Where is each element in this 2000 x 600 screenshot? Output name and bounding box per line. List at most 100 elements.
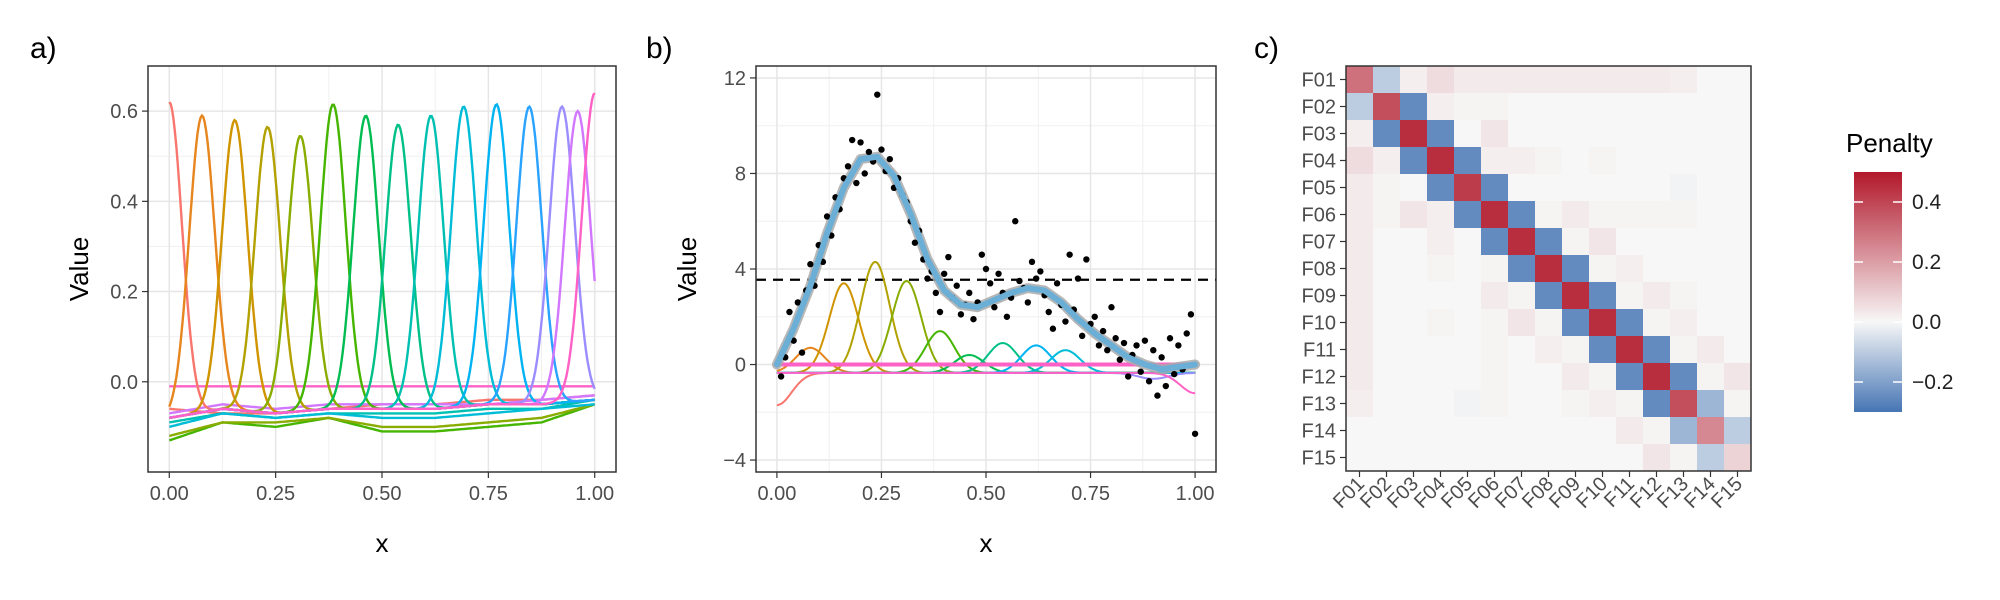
y-tick-label: 0.2 — [110, 282, 138, 304]
heatmap-cell-F09-F11 — [1616, 282, 1644, 310]
data-point-96 — [1175, 342, 1182, 349]
data-point-39 — [936, 308, 944, 316]
heatmap-cell-F10-F15 — [1724, 309, 1752, 337]
heatmap-cell-F11-F14 — [1697, 336, 1725, 364]
heatmap-cell-F01-F14 — [1697, 66, 1725, 94]
heatmap-cell-F08-F04 — [1427, 255, 1455, 283]
heatmap-cell-F03-F02 — [1373, 120, 1401, 148]
heatmap-cell-F01-F11 — [1616, 66, 1644, 94]
heatmap-cell-F06-F09 — [1562, 201, 1590, 229]
heatmap-cell-F01-F09 — [1562, 66, 1590, 94]
heatmap-cell-F06-F05 — [1454, 201, 1482, 229]
heatmap-cell-F09-F14 — [1697, 282, 1725, 310]
data-point-74 — [1083, 256, 1090, 263]
heatmap-cell-F11-F15 — [1724, 336, 1752, 364]
heatmap-cell-F04-F07 — [1508, 147, 1536, 175]
heatmap-cell-F09-F13 — [1670, 282, 1698, 310]
heatmap-cell-F08-F08 — [1535, 255, 1563, 283]
data-point-1 — [777, 373, 785, 380]
heatmap-cell-F07-F08 — [1535, 228, 1563, 256]
heatmap-cell-F05-F09 — [1562, 174, 1590, 202]
heatmap-cell-F13-F04 — [1427, 390, 1455, 418]
heatmap-cell-F12-F02 — [1373, 363, 1401, 391]
heatmap-cell-F02-F06 — [1481, 93, 1509, 121]
panel-c-label: c) — [1254, 32, 1279, 65]
heatmap-cell-F09-F10 — [1589, 282, 1617, 310]
y-axis-title: Value — [672, 237, 702, 302]
heatmap-cell-F01-F02 — [1373, 66, 1401, 94]
heatmap-cell-F03-F15 — [1724, 120, 1752, 148]
heatmap-cell-F08-F07 — [1508, 255, 1536, 283]
heatmap-cell-F04-F15 — [1724, 147, 1752, 175]
heatmap-cell-F13-F10 — [1589, 390, 1617, 418]
heatmap-cell-F06-F06 — [1481, 201, 1509, 229]
heatmap-cell-F03-F12 — [1643, 120, 1671, 148]
x-tick-label: 1.00 — [1176, 483, 1215, 505]
heatmap-cell-F06-F11 — [1616, 201, 1644, 229]
y-tick-label: 12 — [724, 68, 746, 90]
baseline-line-3 — [168, 403, 596, 442]
chart-c: F01 F02 F03 F04 F05 F06 F07 F08 F09 F10 F11 F12 F13 F… — [1302, 65, 1953, 513]
data-point-44 — [957, 311, 965, 318]
heatmap-cell-F06-F14 — [1697, 201, 1725, 229]
chart-a: 0.00 0.25 0.50 0.75 1.00 0.0 0.2 0.4 0.6 x Value — [64, 65, 617, 558]
y-tick-label: 0.0 — [110, 372, 138, 394]
heatmap-cell-F09-F01 — [1346, 282, 1374, 310]
data-point-87 — [1137, 368, 1144, 375]
heatmap-cell-F01-F03 — [1400, 66, 1428, 94]
heatmap-cell-F08-F02 — [1373, 255, 1401, 283]
basis-line-15 — [169, 92, 596, 420]
col-label: F15 — [1707, 473, 1747, 513]
heatmap-cell-F10-F04 — [1427, 309, 1455, 337]
heatmap-cell-F03-F14 — [1697, 120, 1725, 148]
heatmap-cell-F01-F15 — [1724, 66, 1752, 94]
heatmap-cell-F05-F04 — [1427, 174, 1455, 202]
heatmap-cell-F10-F06 — [1481, 309, 1509, 337]
heatmap-cell-F07-F04 — [1427, 228, 1455, 256]
data-point-40 — [940, 270, 948, 277]
heatmap-cell-F11-F08 — [1535, 336, 1563, 364]
heatmap-cell-F13-F12 — [1643, 390, 1671, 418]
row-label: F04 — [1302, 151, 1336, 173]
data-point-66 — [1049, 325, 1057, 332]
heatmap-cell-F14-F11 — [1616, 417, 1644, 445]
data-point-89 — [1145, 378, 1153, 385]
y-axis-title: Value — [64, 237, 94, 302]
heatmap-cell-F05-F13 — [1670, 174, 1698, 202]
x-axis-title: x — [980, 528, 993, 558]
heatmap-cell-F01-F01 — [1346, 66, 1374, 94]
heatmap-cell-F05-F05 — [1454, 174, 1482, 202]
heatmap-cell-F12-F03 — [1400, 363, 1428, 391]
heatmap-cell-F09-F08 — [1535, 282, 1563, 310]
heatmap-cell-F03-F09 — [1562, 120, 1590, 148]
heatmap-cell-F12-F01 — [1346, 363, 1374, 391]
heatmap-cell-F07-F02 — [1373, 228, 1401, 256]
heatmap-cell-F01-F12 — [1643, 66, 1671, 94]
heatmap-cell-F14-F01 — [1346, 417, 1374, 445]
heatmap-cell-F11-F07 — [1508, 336, 1536, 364]
heatmap-cell-F12-F06 — [1481, 363, 1509, 391]
heatmap-cell-F05-F15 — [1724, 174, 1752, 202]
heatmap-cell-F12-F11 — [1616, 363, 1644, 391]
heatmap-cell-F11-F13 — [1670, 336, 1698, 364]
data-point-5 — [794, 299, 802, 306]
heatmap-cell-F04-F04 — [1427, 147, 1455, 175]
heatmap-cell-F13-F06 — [1481, 390, 1509, 418]
data-point-49 — [978, 251, 986, 258]
heatmap-cell-F02-F15 — [1724, 93, 1752, 121]
heatmap-cell-F10-F02 — [1373, 309, 1401, 337]
heatmap-cell-F07-F10 — [1589, 228, 1617, 256]
heatmap-cell-F11-F11 — [1616, 336, 1644, 364]
data-point-12 — [823, 213, 831, 220]
data-point-70 — [1066, 251, 1073, 258]
y-tick-label: −4 — [723, 450, 746, 472]
heatmap-cell-F07-F12 — [1643, 228, 1671, 256]
heatmap-cell-F02-F05 — [1454, 93, 1482, 121]
heatmap-cell-F12-F05 — [1454, 363, 1482, 391]
data-point-83 — [1120, 339, 1128, 347]
heatmap-cell-F07-F05 — [1454, 228, 1482, 256]
heatmap-cell-F07-F09 — [1562, 228, 1590, 256]
heatmap-cell-F12-F13 — [1670, 363, 1698, 391]
data-point-51 — [986, 280, 994, 287]
heatmap-cell-F09-F09 — [1562, 282, 1590, 310]
